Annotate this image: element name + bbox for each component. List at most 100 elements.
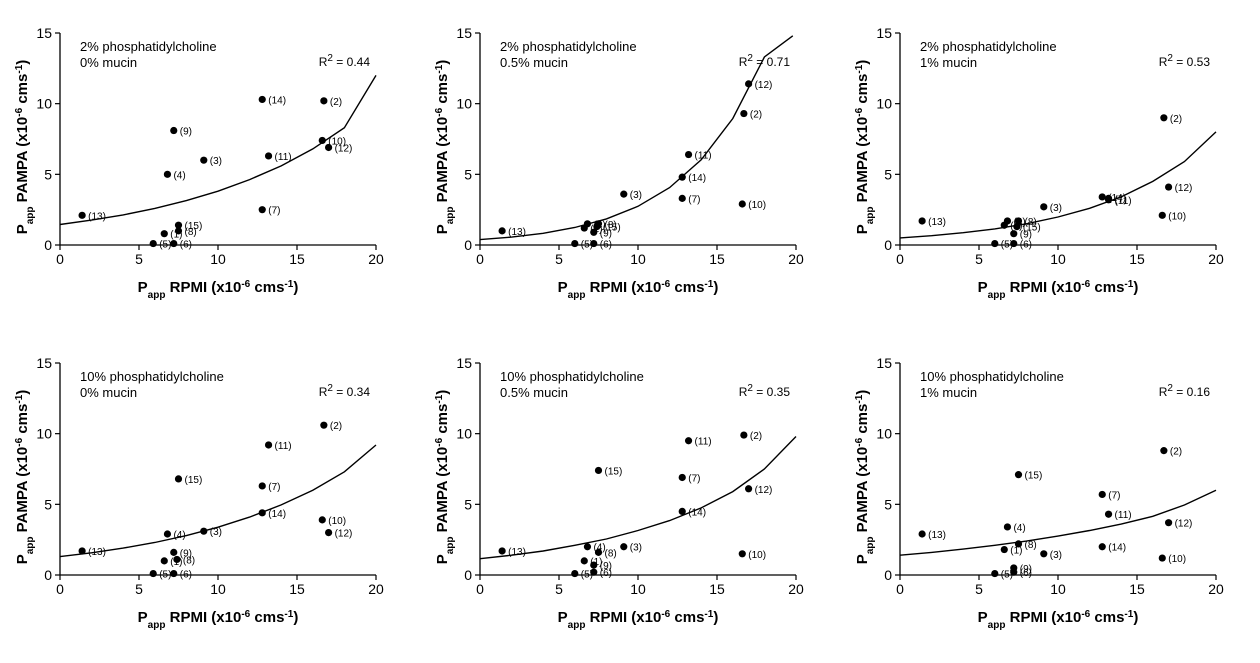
y-tick-label: 5: [464, 496, 472, 512]
x-tick-label: 15: [709, 251, 725, 267]
y-axis-label-unit: cms: [854, 404, 871, 438]
y-axis-label-unit_exp: -1: [14, 64, 25, 73]
point-label: (5): [1001, 570, 1013, 581]
y-tick-label: 15: [36, 355, 52, 371]
point-label: (12): [335, 529, 353, 540]
r-squared-exponent: 2: [327, 53, 333, 64]
data-point: [1160, 447, 1168, 455]
point-label: (3): [1050, 550, 1062, 561]
y-axis-label-main: P: [14, 224, 31, 234]
r-squared-label: R2 = 0.71: [739, 53, 791, 70]
point-label: (14): [688, 507, 706, 518]
point-label: (2): [1170, 447, 1182, 458]
condition-annotation: 0.5% mucin: [500, 385, 568, 400]
x-axis-label-rest: RPMI (x10: [1005, 279, 1081, 296]
data-point: [1040, 203, 1048, 211]
point-label: (13): [928, 217, 946, 228]
data-point: [678, 507, 686, 515]
point-label: (15): [605, 466, 623, 477]
fit-curve: [480, 35, 794, 241]
x-axis-label-main: P: [558, 609, 568, 626]
y-tick-label: 15: [876, 25, 892, 41]
data-point: [678, 173, 686, 181]
point-label: (1): [590, 557, 602, 568]
y-axis-label-sub: app: [865, 206, 876, 224]
y-axis-label-exp: -6: [434, 107, 445, 116]
x-axis-label-unit: cms: [670, 609, 704, 626]
r-squared-label: R2 = 0.35: [739, 383, 791, 400]
x-axis-label-exp: -6: [1081, 609, 1090, 620]
data-point: [149, 569, 157, 578]
point-label: (6): [1020, 568, 1032, 579]
data-point: [1014, 217, 1023, 225]
data-point: [160, 557, 168, 565]
data-point: [170, 239, 178, 248]
x-tick-label: 5: [975, 251, 983, 267]
condition-annotation: 0.5% mucin: [500, 55, 568, 70]
point-label: (7): [688, 473, 700, 484]
y-tick-label: 10: [456, 426, 472, 442]
data-point: [594, 220, 603, 228]
data-point: [1098, 490, 1106, 499]
y-axis-label: Papp PAMPA (x10-6 cms-1): [854, 60, 876, 235]
point-label: (15): [1025, 471, 1043, 482]
point-label: (12): [1175, 519, 1193, 530]
x-tick-label: 20: [1208, 581, 1224, 597]
y-tick-label: 0: [464, 237, 472, 253]
point-label: (11): [275, 152, 292, 163]
x-axis-label-unit_exp: -1: [704, 609, 713, 620]
point-label: (2): [1170, 114, 1182, 125]
r-squared-symbol: R: [739, 55, 748, 69]
data-point: [498, 227, 506, 235]
x-axis-label-sub: app: [148, 620, 166, 631]
x-axis-label-close: ): [1133, 279, 1138, 296]
data-point: [590, 239, 598, 248]
x-axis-label-unit_exp: -1: [284, 279, 293, 290]
x-axis-label-close: ): [293, 609, 298, 626]
r-squared-label: R2 = 0.44: [319, 53, 371, 70]
y-axis-label-main: P: [14, 554, 31, 564]
data-point: [583, 220, 592, 228]
condition-annotation: 2% phosphatidylcholine: [920, 39, 1057, 54]
point-label: (8): [605, 220, 617, 231]
chart-panel-4: 0 5 10 15 20 0 5 10 15 Papp RPMI (x10-6 cms-1) Pap…: [0, 330, 420, 658]
point-label: (8): [1025, 540, 1037, 551]
x-tick-label: 15: [709, 581, 725, 597]
data-point: [1098, 543, 1106, 551]
x-tick-label: 20: [1208, 251, 1224, 267]
x-axis-label-unit: cms: [1090, 609, 1124, 626]
point-label: (13): [508, 227, 526, 238]
y-axis-label-close: ): [434, 60, 451, 65]
data-point: [170, 548, 178, 556]
y-axis-label-sub: app: [445, 206, 456, 224]
y-axis-label-sub: app: [445, 536, 456, 554]
y-tick-label: 10: [876, 96, 892, 112]
y-axis-label-close: ): [854, 60, 871, 65]
point-label: (15): [603, 223, 621, 234]
x-axis-label-sub: app: [568, 620, 586, 631]
x-tick-label: 10: [630, 581, 646, 597]
x-axis-label-exp: -6: [241, 279, 250, 290]
point-label: (4): [593, 543, 605, 554]
data-point: [620, 190, 628, 198]
y-axis-label-close: ): [434, 390, 451, 395]
r-squared-label: R2 = 0.34: [319, 383, 371, 400]
data-point: [174, 227, 183, 235]
point-label: (9): [600, 561, 612, 572]
x-axis-label: Papp RPMI (x10-6 cms-1): [558, 279, 719, 301]
point-label: (3): [1050, 203, 1062, 214]
x-axis-label-main: P: [138, 279, 148, 296]
x-axis-label: Papp RPMI (x10-6 cms-1): [138, 279, 299, 301]
x-axis-label-exp: -6: [241, 609, 250, 620]
x-axis-label-main: P: [138, 609, 148, 626]
x-tick-label: 5: [135, 251, 143, 267]
point-label: (13): [508, 547, 526, 558]
data-point: [594, 548, 603, 556]
y-tick-label: 5: [884, 496, 892, 512]
point-label: (10): [748, 200, 766, 211]
y-axis-label-close: ): [14, 390, 31, 395]
point-label: (5): [159, 240, 171, 251]
r-squared-value: = 0.34: [333, 385, 370, 399]
data-point: [991, 239, 999, 248]
